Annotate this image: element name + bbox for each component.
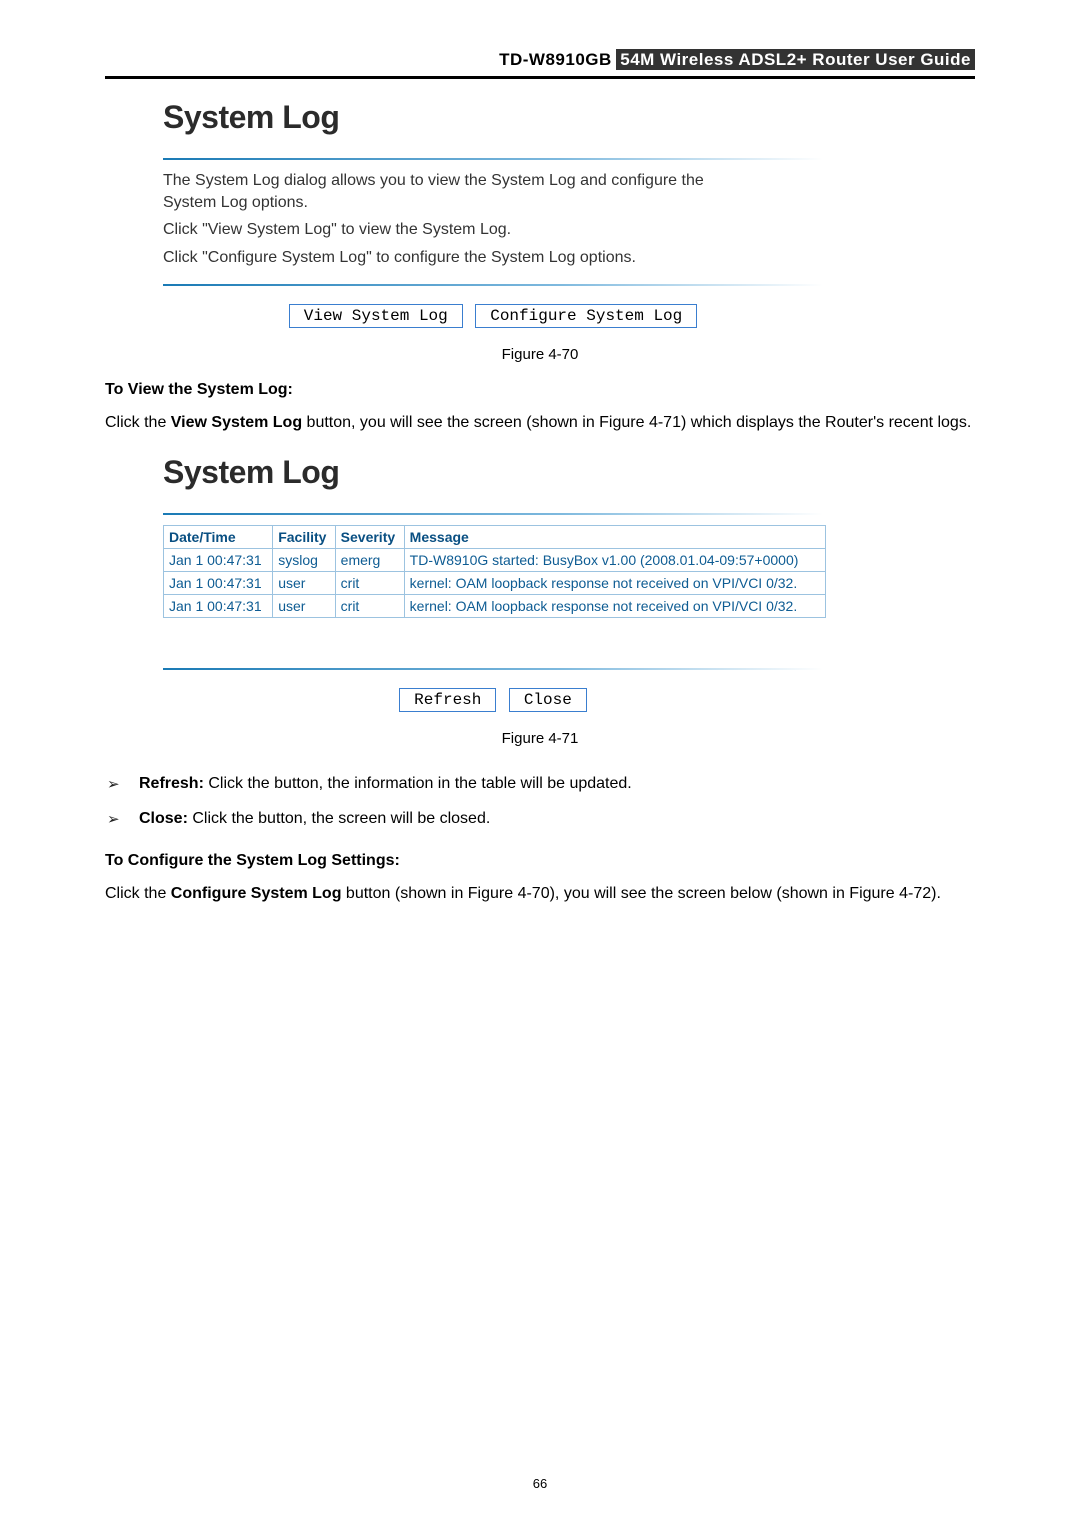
table-header-row: Date/Time Facility Severity Message [164, 526, 826, 549]
table-row: Jan 1 00:47:31 user crit kernel: OAM loo… [164, 572, 826, 595]
figure-4-71: System Log Date/Time Facility Severity M… [163, 454, 823, 712]
td-datetime: Jan 1 00:47:31 [164, 595, 273, 618]
bullet-desc: Click the button, the screen will be clo… [188, 810, 490, 827]
header-model: TD-W8910GB [499, 50, 612, 69]
bullet-list: ➢ Refresh: Click the button, the informa… [105, 769, 975, 834]
configure-system-log-button[interactable]: Configure System Log [475, 304, 697, 328]
view-syslog-paragraph: Click the View System Log button, you wi… [105, 409, 975, 438]
td-facility: user [273, 572, 335, 595]
th-message: Message [404, 526, 825, 549]
table-row: Jan 1 00:47:31 syslog emerg TD-W8910G st… [164, 549, 826, 572]
list-item: ➢ Close: Click the button, the screen wi… [105, 804, 975, 834]
p2-frag-before: Click the [105, 885, 171, 902]
p-frag-after: button, you will see the screen (shown i… [302, 414, 971, 431]
td-message: TD-W8910G started: BusyBox v1.00 (2008.0… [404, 549, 825, 572]
td-severity: emerg [335, 549, 404, 572]
th-severity: Severity [335, 526, 404, 549]
p-frag-before: Click the [105, 414, 171, 431]
gradient-rule-1 [163, 158, 823, 160]
th-facility: Facility [273, 526, 335, 549]
page-container: TD-W8910GB 54M Wireless ADSL2+ Router Us… [0, 0, 1080, 1527]
p2-frag-bold: Configure System Log [171, 885, 342, 902]
gradient-rule-2 [163, 284, 823, 286]
gradient-rule-4 [163, 668, 823, 670]
td-severity: crit [335, 572, 404, 595]
button-row-1: View System Log Configure System Log [163, 304, 823, 328]
td-datetime: Jan 1 00:47:31 [164, 572, 273, 595]
refresh-button[interactable]: Refresh [399, 688, 496, 712]
config-syslog-paragraph: Click the Configure System Log button (s… [105, 880, 975, 909]
list-item: ➢ Refresh: Click the button, the informa… [105, 769, 975, 799]
document-header: TD-W8910GB 54M Wireless ADSL2+ Router Us… [105, 50, 975, 79]
page-number: 66 [0, 1476, 1080, 1491]
syslog-table: Date/Time Facility Severity Message Jan … [163, 525, 826, 618]
p2-frag-after: button (shown in Figure 4-70), you will … [341, 885, 940, 902]
bullet-label: Close: [139, 810, 188, 827]
td-facility: syslog [273, 549, 335, 572]
view-system-log-button[interactable]: View System Log [289, 304, 463, 328]
td-message: kernel: OAM loopback response not receiv… [404, 595, 825, 618]
view-syslog-heading: To View the System Log: [105, 381, 975, 399]
syslog-desc-2: Click "View System Log" to view the Syst… [163, 219, 823, 241]
syslog-heading-2: System Log [163, 454, 823, 491]
figure-4-70-caption: Figure 4-70 [105, 346, 975, 363]
td-message: kernel: OAM loopback response not receiv… [404, 572, 825, 595]
button-row-2: Refresh Close [163, 688, 823, 712]
figure-4-70: System Log The System Log dialog allows … [163, 99, 823, 328]
table-row: Jan 1 00:47:31 user crit kernel: OAM loo… [164, 595, 826, 618]
config-syslog-heading: To Configure the System Log Settings: [105, 852, 975, 870]
syslog-desc-3: Click "Configure System Log" to configur… [163, 247, 823, 269]
syslog-heading-1: System Log [163, 99, 823, 136]
chevron-right-icon: ➢ [107, 771, 120, 800]
td-datetime: Jan 1 00:47:31 [164, 549, 273, 572]
td-severity: crit [335, 595, 404, 618]
bullet-desc: Click the button, the information in the… [204, 775, 632, 792]
figure-4-71-caption: Figure 4-71 [105, 730, 975, 747]
gradient-rule-3 [163, 513, 823, 515]
close-button[interactable]: Close [509, 688, 587, 712]
p-frag-bold: View System Log [171, 414, 302, 431]
header-title: 54M Wireless ADSL2+ Router User Guide [616, 49, 975, 70]
bullet-label: Refresh: [139, 775, 204, 792]
syslog-desc-1: The System Log dialog allows you to view… [163, 170, 723, 213]
td-facility: user [273, 595, 335, 618]
chevron-right-icon: ➢ [107, 806, 120, 835]
th-datetime: Date/Time [164, 526, 273, 549]
